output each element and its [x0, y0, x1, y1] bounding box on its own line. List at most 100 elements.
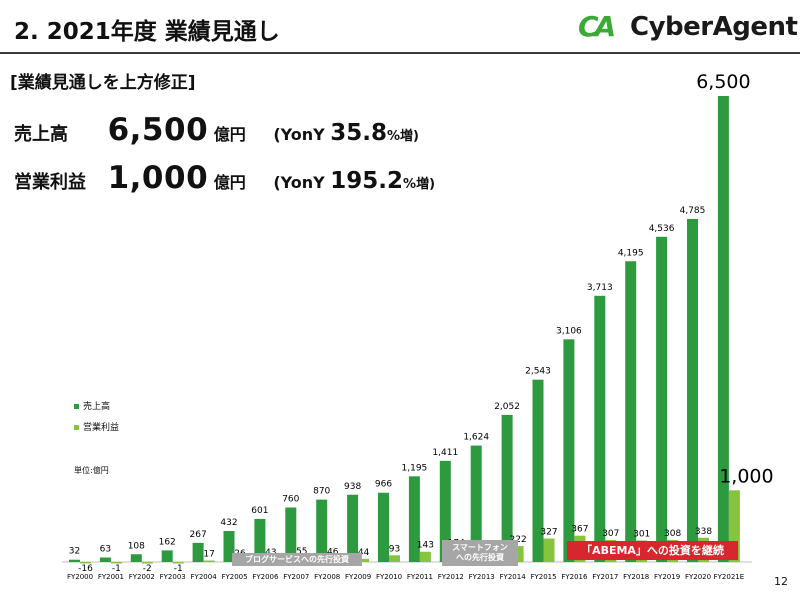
page-number: 12	[774, 575, 788, 588]
label-sales-FY2019: 4,536	[649, 224, 675, 234]
kpi-profit-yoy-prefix: (YonY	[273, 173, 331, 192]
tick-label-FY2001: FY2001	[98, 573, 124, 581]
tick-label-FY2007: FY2007	[283, 573, 309, 581]
bar-profit-FY2009	[358, 558, 370, 562]
bar-profit-FY2004	[203, 560, 215, 562]
company-logo: CA CyberAgent.	[578, 8, 800, 48]
label-profit-FY2014: 222	[510, 535, 527, 545]
tick-label-FY2020: FY2020	[685, 573, 711, 581]
tick-label-FY2002: FY2002	[129, 573, 155, 581]
bar-sales-FY2000	[69, 559, 80, 562]
label-profit-FY2016: 367	[571, 525, 588, 535]
label-sales-FY2013: 1,624	[463, 433, 489, 443]
tick-label-FY2021E: FY2021E	[714, 573, 745, 581]
kpi-sales: 売上高 6,500 億円 (YonY 35.8%増)	[14, 112, 419, 148]
label-profit-FY2018: 301	[633, 529, 650, 539]
label-profit-FY2019: 308	[664, 529, 681, 539]
bar-sales-FY2007	[285, 507, 297, 562]
tick-label-FY2005: FY2005	[221, 573, 247, 581]
label-sales-FY2017: 3,713	[587, 283, 613, 293]
label-profit-FY2011: 143	[417, 541, 434, 551]
label-sales-FY2004: 267	[190, 530, 207, 540]
label-sales-FY2007: 760	[282, 495, 299, 505]
bar-profit-FY2015	[543, 538, 555, 562]
bar-sales-FY2002	[130, 554, 142, 562]
label-sales-FY2011: 1,195	[402, 463, 428, 473]
bar-profit-FY2021E	[728, 490, 740, 562]
note-smartphone-investment: スマートフォン への先行投資	[442, 540, 518, 566]
logo-wordmark: CyberAgent.	[630, 12, 800, 42]
bar-profit-FY2011	[419, 551, 431, 562]
legend-swatch-sales	[74, 404, 79, 409]
label-sales-FY2018: 4,195	[618, 248, 644, 258]
bar-profit-FY2000	[80, 562, 91, 564]
label-profit-FY2020: 338	[695, 527, 712, 537]
bar-sales-FY2004	[192, 542, 204, 562]
bar-sales-FY2018	[625, 261, 637, 562]
label-profit-FY2010: 93	[389, 544, 400, 554]
tick-label-FY2006: FY2006	[252, 573, 279, 581]
bar-sales-FY2014	[501, 414, 513, 562]
tick-label-FY2000: FY2000	[67, 573, 93, 581]
kpi-sales-yoy-value: 35.8	[330, 120, 388, 146]
bar-sales-FY2006	[254, 518, 266, 562]
bar-sales-FY2005	[223, 531, 235, 562]
label-profit-FY2001: -1	[112, 564, 121, 574]
logo-mark-icon: CA	[578, 10, 616, 43]
bar-sales-FY2010	[378, 492, 389, 562]
bar-sales-FY2021E	[717, 96, 729, 562]
label-profit-FY2008: 46	[327, 548, 339, 558]
legend-label-sales: 売上高	[83, 402, 111, 412]
label-sales-FY2005: 432	[220, 518, 237, 528]
kpi-sales-unit: 億円	[213, 125, 246, 144]
bar-sales-FY2011	[408, 476, 420, 562]
label-sales-FY2001: 63	[100, 544, 111, 554]
page-title: 2. 2021年度 業績見通し	[14, 19, 280, 45]
section-label: [業績見通しを上方修正]	[10, 73, 196, 93]
note-smartphone-line2: への先行投資	[456, 553, 504, 562]
label-profit-FY2015: 327	[540, 528, 557, 538]
label-profit-FY2017: 307	[602, 529, 619, 539]
tick-label-FY2017: FY2017	[592, 573, 618, 581]
legend-swatch-profit	[74, 425, 79, 430]
tick-label-FY2010: FY2010	[376, 573, 402, 581]
label-profit-FY2009: 44	[358, 548, 370, 558]
kpi-profit-yoy-suffix: %増)	[403, 177, 436, 192]
label-sales-FY2016: 3,106	[556, 326, 582, 336]
bar-profit-FY2010	[389, 555, 400, 562]
tick-label-FY2008: FY2008	[314, 573, 340, 581]
label-sales-FY2010: 966	[375, 480, 392, 490]
legend-item-profit: 営業利益	[74, 420, 119, 433]
note-smartphone-line1: スマートフォン	[452, 543, 508, 552]
label-profit-FY2006: 43	[265, 548, 276, 558]
bar-profit-FY2003	[172, 562, 184, 564]
bar-sales-FY2017	[594, 295, 606, 562]
kpi-profit-label: 営業利益	[14, 172, 86, 193]
label-sales-FY2006: 601	[251, 506, 268, 516]
bar-sales-FY2020	[687, 218, 698, 562]
bar-profit-FY2014	[512, 546, 524, 562]
kpi-sales-label: 売上高	[14, 124, 68, 145]
tick-label-FY2016: FY2016	[561, 573, 588, 581]
bar-sales-FY2015	[532, 379, 544, 562]
bar-sales-FY2008	[316, 499, 328, 562]
label-profit-FY2000: -16	[78, 564, 93, 574]
label-sales-FY2012: 1,411	[432, 448, 458, 458]
bar-profit-FY2001	[110, 562, 122, 564]
label-sales-FY2003: 162	[159, 537, 176, 547]
kpi-profit-value: 1,000	[107, 160, 209, 196]
label-sales-FY2020: 4,785	[680, 206, 706, 216]
label-sales-FY2000: 32	[69, 547, 80, 557]
bar-sales-FY2019	[656, 236, 668, 562]
label-sales-FY2002: 108	[128, 541, 145, 551]
tick-label-FY2009: FY2009	[345, 573, 371, 581]
title-divider	[0, 52, 800, 54]
tick-label-FY2019: FY2019	[654, 573, 680, 581]
label-sales-FY2008: 870	[313, 487, 330, 497]
bar-sales-FY2003	[161, 550, 173, 562]
kpi-profit: 営業利益 1,000 億円 (YonY 195.2%増)	[14, 160, 435, 196]
label-profit-FY2003: -1	[174, 564, 183, 574]
label-sales-FY2015: 2,543	[525, 367, 551, 377]
bar-sales-FY2016	[563, 339, 575, 562]
